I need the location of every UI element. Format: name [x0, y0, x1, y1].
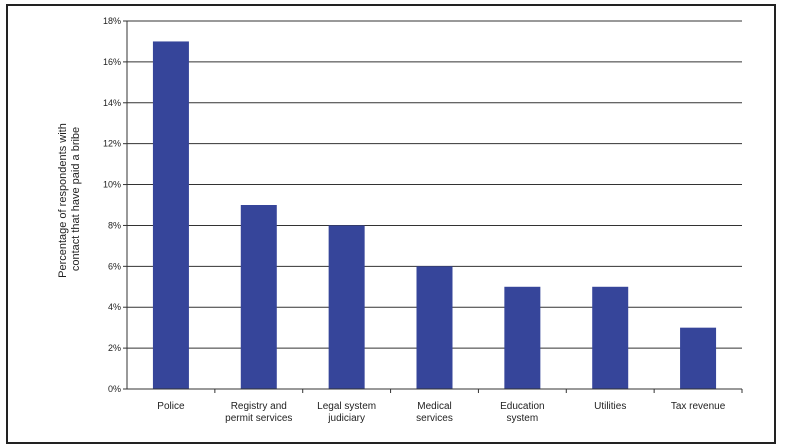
x-category-label: Medical services: [416, 401, 453, 424]
x-category-label: Education system: [500, 401, 544, 424]
x-category-label: Legal system judiciary: [317, 401, 376, 424]
axes: [123, 20, 743, 393]
bar: [240, 205, 277, 389]
y-tick-label: 12%: [103, 139, 121, 149]
x-category-label: Registry and permit services: [225, 401, 292, 424]
bar: [328, 225, 365, 389]
y-tick-labels: 0% 2% 4% 6% 8% 10% 12% 14% 16% 18%: [103, 16, 121, 394]
bars: [152, 41, 717, 389]
y-tick-label: 6%: [108, 261, 121, 271]
y-axis-title: Percentage of respondents with contact t…: [57, 120, 82, 278]
x-category-label-line: Legal system: [317, 401, 376, 412]
bar: [152, 41, 189, 389]
x-category-label-line: Registry and: [231, 401, 287, 412]
y-tick-label: 18%: [103, 16, 121, 26]
gridlines: [127, 20, 742, 349]
y-axis-title-line-1: Percentage of respondents with: [57, 123, 69, 278]
x-category-label-line: Education: [500, 401, 544, 412]
x-category-label-line: Tax revenue: [671, 401, 726, 412]
y-tick-label: 2%: [108, 343, 121, 353]
bar: [416, 266, 453, 389]
x-category-label-line: permit services: [225, 413, 292, 424]
x-category-label: Tax revenue: [671, 401, 726, 412]
x-category-label-line: Police: [157, 401, 185, 412]
x-category-label: Utilities: [594, 401, 626, 412]
y-tick-label: 4%: [108, 302, 121, 312]
bar: [504, 286, 541, 389]
chart-frame: [6, 4, 776, 444]
x-category-labels: Police Registry and permit services Legal s…: [157, 401, 725, 424]
x-category-label-line: Medical: [417, 401, 451, 412]
y-tick-label: 0%: [108, 384, 121, 394]
x-category-label-line: judiciary: [327, 413, 365, 424]
bar: [592, 286, 629, 389]
x-category-label-line: system: [507, 413, 539, 424]
y-tick-label: 8%: [108, 220, 121, 230]
bar: [680, 327, 717, 389]
y-tick-label: 10%: [103, 180, 121, 190]
y-axis-title-line-2: contact that have paid a bribe: [70, 127, 82, 271]
x-category-label-line: services: [416, 413, 453, 424]
y-tick-label: 16%: [103, 57, 121, 67]
x-category-label-line: Utilities: [594, 401, 626, 412]
y-tick-label: 14%: [103, 98, 121, 108]
x-category-label: Police: [157, 401, 185, 412]
